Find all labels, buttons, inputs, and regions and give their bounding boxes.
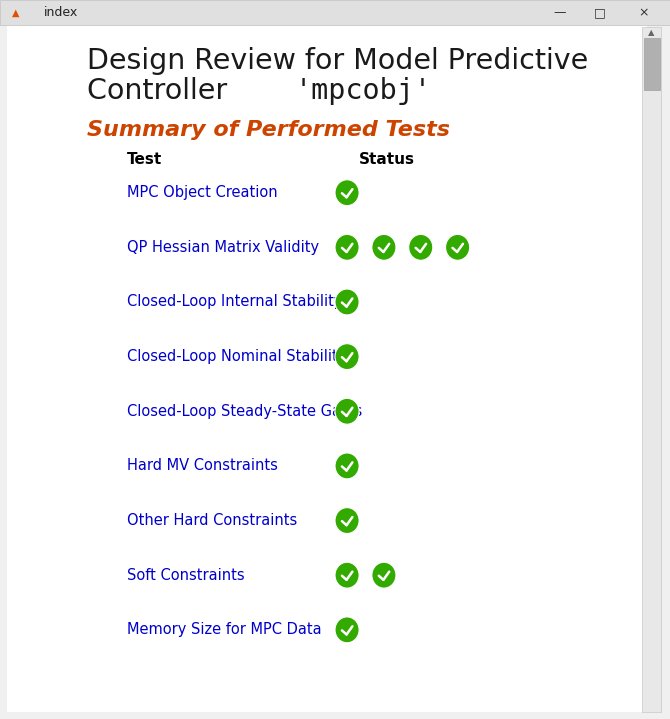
Text: ▲: ▲ xyxy=(12,8,19,17)
Text: Other Hard Constraints: Other Hard Constraints xyxy=(127,513,297,528)
Text: index: index xyxy=(44,6,78,19)
Circle shape xyxy=(446,234,470,260)
Circle shape xyxy=(335,508,359,533)
Text: Closed-Loop Nominal Stability: Closed-Loop Nominal Stability xyxy=(127,349,346,364)
Text: Status: Status xyxy=(358,152,415,168)
Text: Hard MV Constraints: Hard MV Constraints xyxy=(127,459,278,473)
Text: —: — xyxy=(553,6,565,19)
Circle shape xyxy=(335,289,359,315)
FancyBboxPatch shape xyxy=(7,25,647,712)
Circle shape xyxy=(335,344,359,370)
Text: Design Review for Model Predictive: Design Review for Model Predictive xyxy=(87,47,588,75)
Circle shape xyxy=(409,234,433,260)
Text: Summary of Performed Tests: Summary of Performed Tests xyxy=(87,120,450,140)
Text: ▲: ▲ xyxy=(648,28,655,37)
Text: Test: Test xyxy=(127,152,163,168)
Circle shape xyxy=(335,398,359,424)
Circle shape xyxy=(335,453,359,479)
Text: Memory Size for MPC Data: Memory Size for MPC Data xyxy=(127,623,322,637)
Circle shape xyxy=(372,562,396,588)
Circle shape xyxy=(335,617,359,643)
FancyBboxPatch shape xyxy=(0,0,670,25)
Text: □: □ xyxy=(594,6,606,19)
Text: 'mpcobj': 'mpcobj' xyxy=(295,77,431,105)
Text: MPC Object Creation: MPC Object Creation xyxy=(127,186,278,200)
Circle shape xyxy=(335,234,359,260)
Text: Closed-Loop Steady-State Gains: Closed-Loop Steady-State Gains xyxy=(127,404,362,418)
Circle shape xyxy=(335,180,359,206)
Text: Soft Constraints: Soft Constraints xyxy=(127,568,245,582)
Text: ×: × xyxy=(638,6,649,19)
Circle shape xyxy=(372,234,396,260)
Text: Closed-Loop Internal Stability: Closed-Loop Internal Stability xyxy=(127,295,343,309)
Text: QP Hessian Matrix Validity: QP Hessian Matrix Validity xyxy=(127,240,320,255)
Circle shape xyxy=(335,562,359,588)
FancyBboxPatch shape xyxy=(642,27,661,712)
FancyBboxPatch shape xyxy=(644,38,660,90)
Text: Controller: Controller xyxy=(87,77,237,105)
